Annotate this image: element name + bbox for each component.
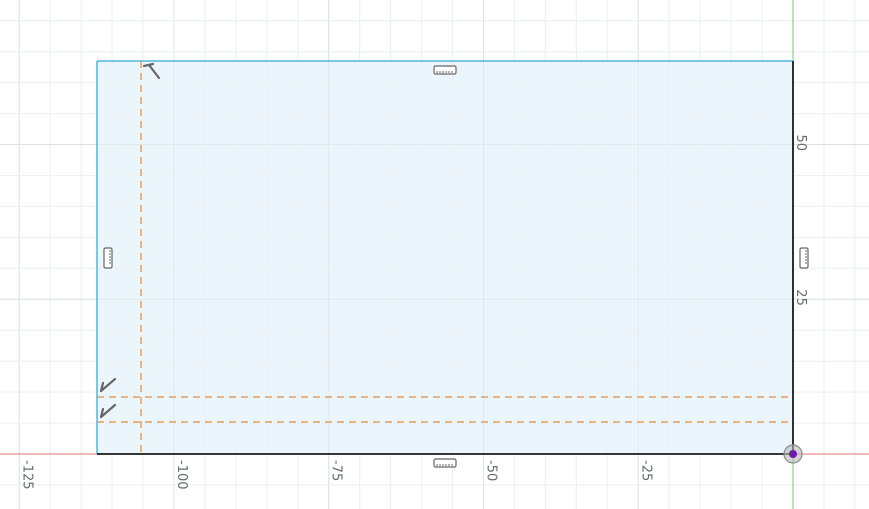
horizontal-constraint-icon[interactable] — [433, 65, 457, 75]
x-axis-tick-label: -100 — [174, 460, 189, 490]
perpendicular-constraint-icon[interactable] — [99, 403, 117, 419]
x-axis-tick-label: -50 — [484, 460, 499, 481]
y-axis-tick-label: 50 — [793, 135, 808, 152]
x-axis-tick-label: -75 — [329, 460, 344, 481]
y-axis-labels: 50 25 — [793, 135, 808, 306]
perpendicular-constraint-icon[interactable] — [142, 62, 161, 80]
sketch-profile[interactable] — [97, 61, 793, 454]
x-axis-labels: -125 -100 -75 -50 -25 — [19, 460, 653, 490]
vertical-constraint-icon[interactable] — [103, 247, 113, 269]
x-axis-tick-label: -25 — [638, 460, 653, 481]
origin-point-icon[interactable] — [783, 444, 803, 464]
horizontal-constraint-icon[interactable] — [433, 458, 457, 468]
y-axis-tick-label: 25 — [793, 289, 808, 306]
x-axis-tick-label: -125 — [19, 460, 34, 490]
perpendicular-constraint-icon[interactable] — [99, 377, 117, 393]
vertical-constraint-icon[interactable] — [799, 247, 809, 269]
